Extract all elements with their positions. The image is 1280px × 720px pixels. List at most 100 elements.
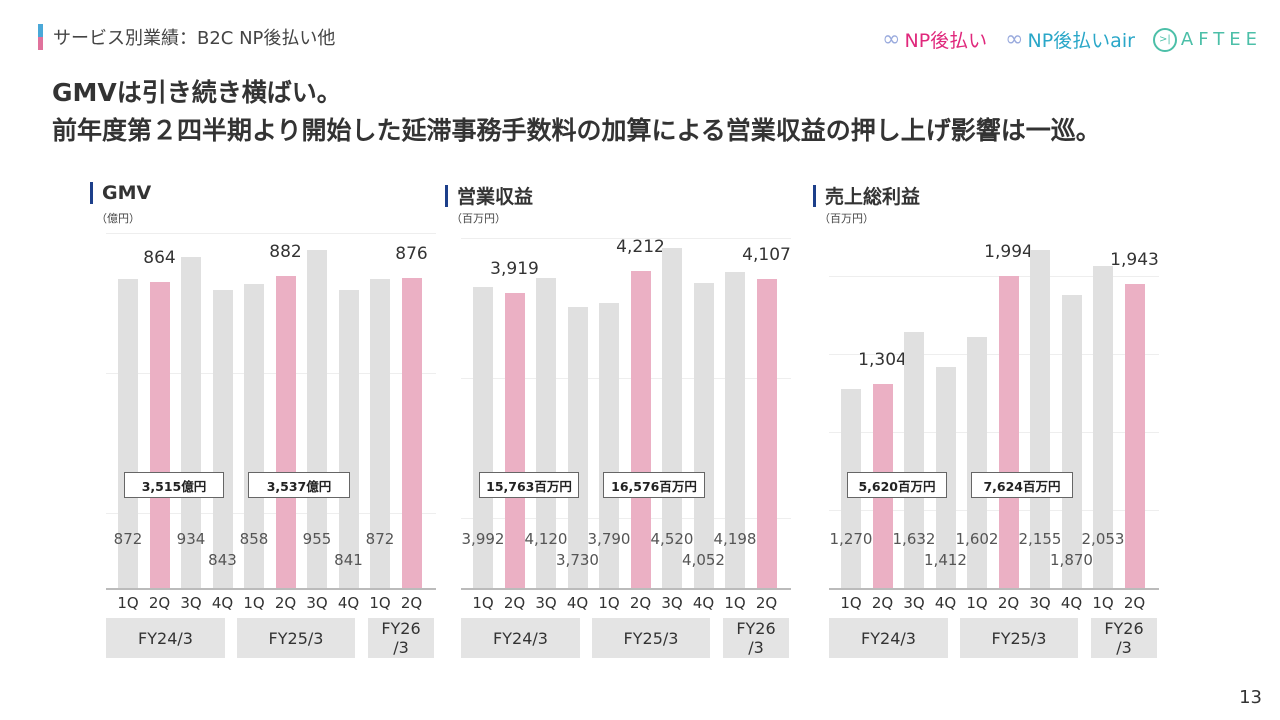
quarter-label: 1Q bbox=[117, 594, 139, 612]
bar bbox=[725, 271, 745, 588]
quarter-label: 1Q bbox=[966, 594, 988, 612]
quarter-label: 2Q bbox=[997, 594, 1020, 612]
np-logo-text: NP後払い bbox=[904, 30, 988, 52]
fiscal-year-label: FY26 /3 bbox=[368, 618, 434, 658]
bar bbox=[693, 282, 714, 588]
bar-value-label: 4,120 bbox=[524, 530, 568, 548]
infinity-icon: ∞ bbox=[1005, 27, 1024, 52]
chart-title-text: 営業収益 bbox=[457, 186, 534, 208]
quarter-label: 2Q bbox=[629, 594, 652, 612]
quarter-label: 3Q bbox=[306, 594, 328, 612]
bar bbox=[504, 292, 525, 588]
bar bbox=[181, 257, 201, 588]
quarter-label: 1Q bbox=[1092, 594, 1114, 612]
gridline bbox=[829, 276, 1159, 277]
fiscal-year-label: FY25/3 bbox=[960, 618, 1078, 658]
headline-line-2: 前年度第２四半期より開始した延滞事務手数料の加算による営業収益の押し上げ影響は一… bbox=[52, 116, 1101, 145]
gridline bbox=[829, 432, 1159, 433]
bar-value-label: 1,994 bbox=[984, 241, 1033, 262]
chart-title: GMV bbox=[90, 182, 151, 204]
quarter-label: 2Q bbox=[274, 594, 297, 612]
aftee-logo: >| AFTEE bbox=[1152, 27, 1262, 52]
bar-value-label: 1,602 bbox=[955, 530, 999, 548]
bar-value-label: 1,270 bbox=[829, 530, 873, 548]
bar-value-label: 864 bbox=[143, 248, 176, 269]
quarter-label: 2Q bbox=[503, 594, 526, 612]
headline: GMVは引き続き横ばい。 前年度第２四半期より開始した延滞事務手数料の加算による… bbox=[52, 74, 1101, 150]
bar-value-label: 934 bbox=[176, 530, 206, 548]
bar-value-label: 1,304 bbox=[858, 349, 907, 370]
bar-value-label: 882 bbox=[269, 241, 302, 262]
bar bbox=[118, 279, 138, 588]
chart-title: 売上総利益 bbox=[813, 182, 920, 209]
bar bbox=[1030, 250, 1050, 588]
quarter-label: 2Q bbox=[871, 594, 894, 612]
bar-value-label: 841 bbox=[334, 551, 363, 569]
quarter-label: 1Q bbox=[243, 594, 265, 612]
bar-value-label: 872 bbox=[113, 530, 143, 548]
gridline bbox=[106, 233, 436, 234]
x-axis-line bbox=[829, 588, 1159, 590]
fiscal-year-label: FY24/3 bbox=[106, 618, 225, 658]
bar-value-label: 4,198 bbox=[713, 530, 757, 548]
bar-value-label: 2,155 bbox=[1018, 530, 1062, 548]
bar bbox=[536, 277, 556, 588]
bar-value-label: 3,919 bbox=[490, 258, 539, 279]
quarter-label: 3Q bbox=[535, 594, 557, 612]
bar-value-label: 858 bbox=[239, 530, 269, 548]
bar-value-label: 3,730 bbox=[556, 551, 599, 569]
annual-total-box: 7,624百万円 bbox=[971, 472, 1073, 498]
bar bbox=[212, 289, 233, 588]
quarter-label: 4Q bbox=[1060, 594, 1083, 612]
bar-value-label: 876 bbox=[395, 243, 428, 264]
bar-value-label: 3,992 bbox=[461, 530, 505, 548]
bar bbox=[401, 277, 422, 588]
bar-value-label: 1,412 bbox=[924, 551, 967, 569]
bar bbox=[370, 279, 390, 588]
title-marker bbox=[445, 184, 448, 207]
bar bbox=[904, 332, 924, 588]
breadcrumb: サービス別業績：B2C NP後払い他 bbox=[38, 24, 335, 50]
bar-value-label: 955 bbox=[302, 530, 332, 548]
annual-total-box: 16,576百万円 bbox=[603, 472, 705, 498]
gridline bbox=[829, 354, 1159, 355]
bar-value-label: 1,870 bbox=[1050, 551, 1093, 569]
title-marker bbox=[90, 182, 93, 204]
gridline bbox=[461, 238, 791, 239]
brand-logos: ∞ NP後払い ∞ NP後払いair >| AFTEE bbox=[882, 26, 1262, 53]
accent-bar bbox=[38, 24, 43, 50]
fiscal-year-label: FY24/3 bbox=[461, 618, 580, 658]
np-air-logo: ∞ NP後払いair bbox=[1005, 26, 1135, 53]
annual-total-box: 5,620百万円 bbox=[847, 472, 947, 498]
bar-value-label: 3,790 bbox=[587, 530, 631, 548]
quarter-label: 4Q bbox=[692, 594, 715, 612]
bar bbox=[998, 275, 1019, 588]
bar-value-label: 1,943 bbox=[1110, 249, 1159, 270]
x-axis-line bbox=[106, 588, 436, 590]
quarter-label: 4Q bbox=[934, 594, 957, 612]
gridline bbox=[106, 513, 436, 514]
quarter-label: 2Q bbox=[755, 594, 778, 612]
bar bbox=[1061, 295, 1082, 588]
bar bbox=[662, 247, 682, 588]
bar bbox=[149, 282, 170, 588]
quarter-label: 1Q bbox=[598, 594, 620, 612]
gridline bbox=[829, 510, 1159, 511]
quarter-label: 1Q bbox=[724, 594, 746, 612]
bar-value-label: 4,212 bbox=[616, 236, 665, 257]
aftee-logo-text: AFTEE bbox=[1180, 29, 1262, 50]
quarter-label: 3Q bbox=[903, 594, 925, 612]
bar bbox=[1124, 283, 1145, 588]
chart-unit: （百万円） bbox=[819, 212, 874, 225]
bar-value-label: 4,107 bbox=[742, 244, 791, 265]
bar bbox=[967, 337, 987, 588]
quarter-label: 4Q bbox=[566, 594, 589, 612]
title-marker bbox=[813, 184, 816, 207]
gridline bbox=[106, 373, 436, 374]
annual-total-box: 15,763百万円 bbox=[479, 472, 579, 498]
fiscal-year-label: FY25/3 bbox=[237, 618, 355, 658]
quarter-label: 4Q bbox=[211, 594, 234, 612]
quarter-label: 1Q bbox=[840, 594, 862, 612]
bar bbox=[756, 278, 777, 588]
np-logo: ∞ NP後払い bbox=[882, 26, 987, 53]
